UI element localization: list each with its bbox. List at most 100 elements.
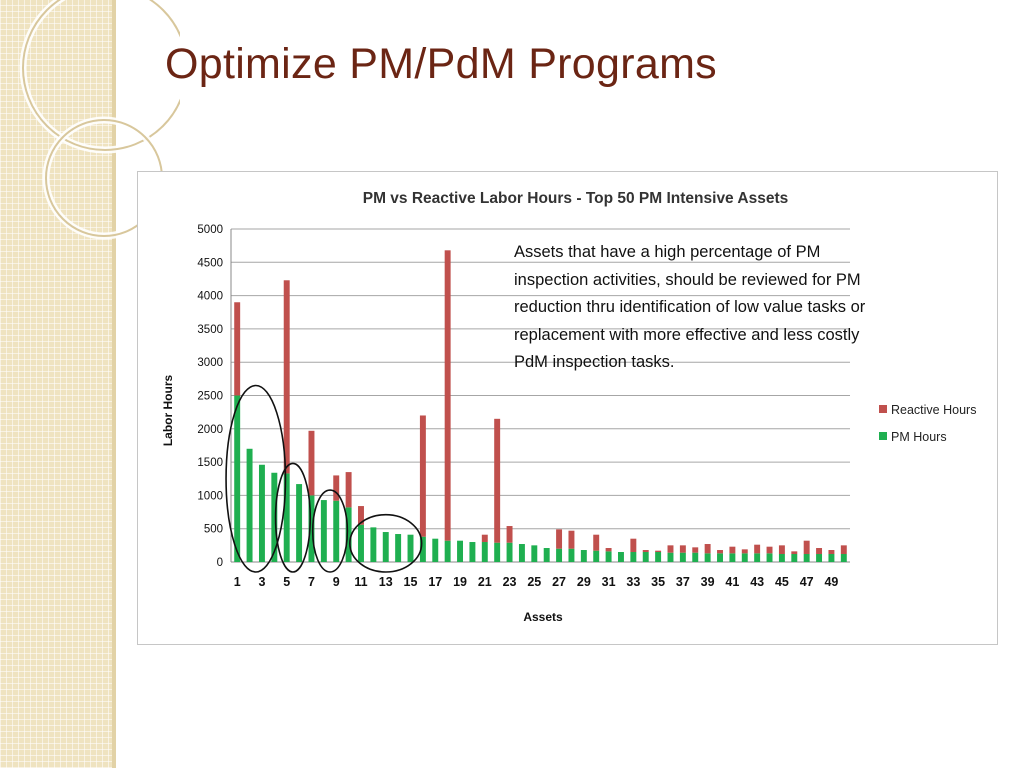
bar-pm-hours (506, 542, 513, 562)
bar-pm-hours (717, 553, 723, 562)
x-tick-label: 37 (676, 575, 690, 589)
bar-reactive-hours (494, 418, 501, 543)
y-tick-label: 5000 (197, 224, 223, 236)
x-tick-label: 17 (428, 575, 442, 589)
bar-reactive-hours (308, 430, 315, 496)
bar-reactive-hours (481, 534, 488, 543)
bar-pm-hours (271, 472, 278, 562)
bar-reactive-hours (655, 550, 662, 553)
bar-pm-hours (531, 545, 538, 562)
bar-reactive-hours (667, 545, 674, 553)
bar-pm-hours (333, 500, 340, 562)
bar-pm-hours (246, 448, 253, 562)
y-tick-label: 3500 (197, 324, 223, 336)
x-tick-label: 49 (824, 575, 838, 589)
bar-pm-hours (667, 552, 674, 562)
y-tick-label: 4500 (197, 257, 223, 269)
bar-reactive-hours (803, 540, 810, 555)
bar-reactive-hours (692, 547, 699, 553)
bar-reactive-hours (506, 526, 513, 543)
x-tick-label: 29 (577, 575, 591, 589)
slide-title: Optimize PM/PdM Programs (165, 40, 717, 88)
bar-pm-hours (407, 534, 414, 562)
bar-pm-hours (630, 552, 637, 562)
legend-label: PM Hours (891, 430, 947, 444)
bar-reactive-hours (679, 545, 686, 553)
x-tick-label: 9 (333, 575, 340, 589)
bar-pm-hours (419, 536, 426, 562)
x-tick-label: 45 (775, 575, 789, 589)
y-tick-label: 1500 (197, 457, 223, 469)
bar-pm-hours (741, 553, 748, 562)
x-tick-label: 35 (651, 575, 665, 589)
bar-pm-hours (754, 553, 761, 562)
legend-swatch (879, 432, 887, 440)
bar-reactive-hours (419, 415, 426, 537)
bar-pm-hours (778, 554, 785, 562)
pm-vs-reactive-chart: PM vs Reactive Labor Hours - Top 50 PM I… (161, 190, 976, 624)
bar-pm-hours (605, 551, 612, 562)
bar-reactive-hours (791, 551, 798, 555)
bar-pm-hours (766, 553, 773, 562)
bar-reactive-hours (766, 546, 773, 554)
bar-pm-hours (481, 542, 488, 562)
annotation-ellipse (274, 462, 312, 573)
bar-pm-hours (308, 495, 315, 562)
y-tick-label: 4000 (197, 291, 223, 303)
bar-pm-hours (642, 552, 649, 562)
bar-reactive-hours (283, 280, 290, 474)
y-tick-label: 3000 (197, 357, 223, 369)
annotation-ellipse (225, 384, 287, 573)
bar-pm-hours (444, 540, 451, 562)
bar-pm-hours (370, 527, 377, 562)
bar-reactive-hours (828, 550, 835, 555)
callout-text: Assets that have a high percentage of PM… (514, 243, 866, 371)
decorative-side-strip (0, 0, 114, 768)
y-tick-label: 2000 (197, 424, 223, 436)
annotation-ellipse (311, 489, 349, 573)
bar-pm-hours (395, 534, 402, 562)
y-tick-label: 1000 (197, 490, 223, 502)
x-tick-label: 41 (725, 575, 739, 589)
bar-pm-hours (382, 532, 389, 562)
bar-reactive-hours (630, 538, 637, 553)
x-tick-label: 7 (308, 575, 315, 589)
x-tick-label: 23 (503, 575, 517, 589)
bar-reactive-hours (593, 534, 600, 551)
chart-title: PM vs Reactive Labor Hours - Top 50 PM I… (363, 190, 789, 207)
bar-pm-hours (655, 552, 662, 562)
bar-pm-hours (283, 473, 290, 562)
bar-pm-hours (791, 554, 798, 562)
x-tick-label: 33 (626, 575, 640, 589)
legend-label: Reactive Hours (891, 403, 976, 417)
chart-container: PM vs Reactive Labor Hours - Top 50 PM I… (137, 171, 998, 645)
x-tick-label: 27 (552, 575, 566, 589)
x-tick-label: 21 (478, 575, 492, 589)
bar-pm-hours (457, 540, 464, 562)
bar-pm-hours (568, 548, 575, 562)
bar-pm-hours (432, 538, 439, 562)
bar-pm-hours (518, 544, 525, 562)
bar-reactive-hours (729, 546, 736, 554)
x-tick-label: 5 (283, 575, 290, 589)
x-tick-label: 11 (354, 575, 367, 589)
y-axis-label: Labor Hours (161, 375, 175, 447)
x-tick-label: 15 (404, 575, 418, 589)
bar-reactive-hours (704, 544, 711, 554)
bar-pm-hours (345, 507, 352, 562)
y-tick-label: 500 (204, 524, 223, 536)
annotation-ellipse (349, 513, 423, 573)
bar-pm-hours (296, 484, 303, 562)
x-tick-label: 13 (379, 575, 393, 589)
x-tick-label: 25 (527, 575, 541, 589)
bar-pm-hours (803, 554, 810, 562)
x-tick-label: 19 (453, 575, 467, 589)
bar-pm-hours (816, 554, 823, 562)
bar-reactive-hours (568, 530, 575, 549)
bar-pm-hours (543, 548, 550, 562)
x-tick-label: 1 (234, 575, 241, 589)
bar-pm-hours (617, 552, 624, 562)
bar-pm-hours (556, 548, 563, 562)
bar-reactive-hours (556, 529, 563, 549)
bar-reactive-hours (816, 548, 823, 555)
